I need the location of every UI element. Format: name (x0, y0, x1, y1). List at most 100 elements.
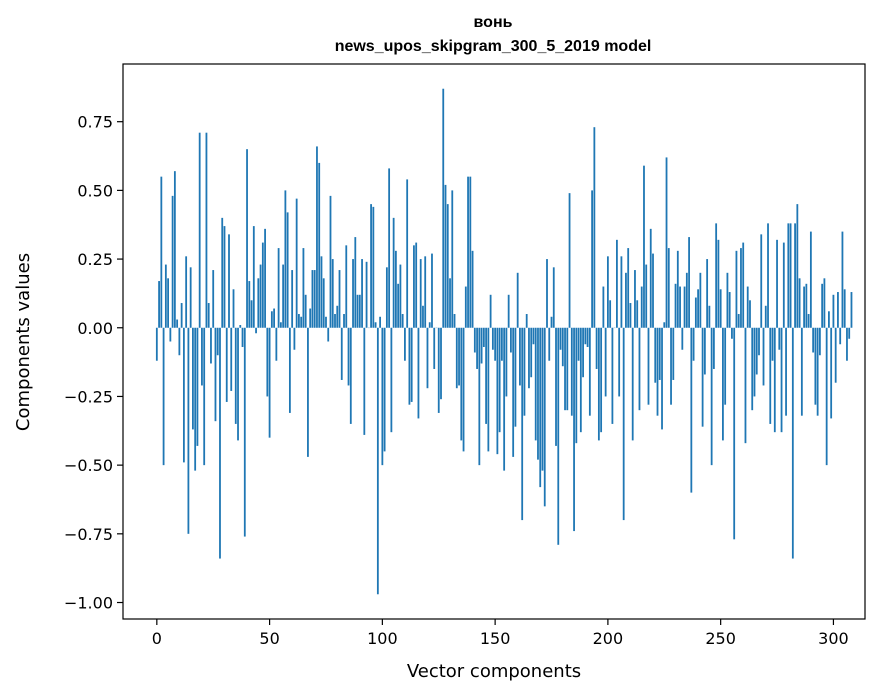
x-tick-label: 200 (593, 629, 624, 648)
bar (625, 272, 627, 328)
bar (712, 327, 715, 369)
bar (304, 294, 307, 328)
bar (828, 311, 830, 328)
bar (532, 327, 535, 345)
bar (780, 327, 783, 433)
bar (180, 303, 183, 328)
bar (800, 327, 803, 416)
bar (270, 311, 273, 328)
bar (228, 234, 230, 328)
x-tick-label: 50 (259, 629, 279, 648)
chart-title-word: вонь (474, 14, 513, 31)
bar (300, 316, 303, 328)
bar (559, 327, 562, 350)
bar (656, 327, 659, 416)
bar (239, 325, 242, 328)
bar (426, 327, 429, 389)
bar (812, 327, 815, 353)
bar (848, 327, 851, 339)
bar (392, 217, 395, 328)
bar (214, 327, 217, 422)
bar (593, 127, 596, 328)
bar (298, 314, 300, 328)
bar (219, 327, 221, 559)
bar (665, 157, 668, 328)
bar (577, 327, 580, 361)
bar (606, 256, 609, 328)
bar (187, 327, 190, 534)
bar (749, 300, 751, 328)
bar (692, 327, 695, 361)
bar (331, 259, 334, 328)
bar (837, 292, 839, 328)
bar (446, 204, 449, 328)
bar (649, 228, 652, 328)
bar (796, 204, 799, 328)
bar (823, 278, 826, 328)
bar (679, 286, 681, 328)
bar (230, 327, 233, 391)
bar (570, 327, 573, 416)
bar (652, 253, 654, 328)
bar (816, 327, 819, 416)
bar (733, 327, 736, 540)
bar (834, 327, 837, 383)
bar (309, 308, 312, 328)
bar (523, 327, 526, 416)
bar (376, 327, 379, 595)
bar (275, 327, 278, 361)
bar (216, 327, 219, 356)
bar (370, 204, 372, 328)
bar (850, 292, 853, 328)
bar (706, 259, 709, 328)
bar (185, 256, 188, 328)
bar (433, 327, 436, 369)
bar (798, 278, 801, 328)
bar (764, 305, 767, 328)
bar (762, 327, 765, 386)
bar (252, 226, 255, 328)
bar (234, 327, 237, 424)
x-tick-label: 250 (705, 629, 736, 648)
bar (286, 212, 289, 328)
bar (257, 278, 260, 328)
bar (814, 327, 817, 405)
bar (647, 327, 650, 405)
bar (482, 327, 485, 347)
bar (683, 286, 686, 328)
bar (356, 294, 359, 328)
bar (176, 319, 179, 328)
bar (622, 327, 625, 521)
bar (372, 206, 375, 328)
bar (773, 327, 776, 433)
bar (255, 327, 257, 334)
bar (406, 179, 409, 328)
bar (737, 314, 740, 328)
bar (178, 327, 181, 356)
bar (629, 303, 632, 328)
bar (471, 250, 474, 328)
x-tick-label: 150 (480, 629, 511, 648)
y-tick-label: 0.75 (77, 113, 113, 132)
bar (722, 327, 724, 441)
bar (627, 248, 630, 328)
bar (787, 223, 790, 328)
bar (510, 327, 512, 353)
bar (480, 327, 483, 364)
bar (575, 327, 578, 444)
bar (291, 270, 294, 328)
bar (462, 327, 465, 452)
chart-title-model: news_upos_skipgram_300_5_2019 model (335, 38, 652, 55)
bar (198, 132, 201, 328)
bar (771, 327, 774, 361)
bar (758, 327, 760, 356)
y-tick-label: 0.50 (77, 181, 113, 200)
bar (288, 327, 291, 413)
bar (196, 327, 199, 446)
bar (681, 327, 684, 350)
bar (658, 327, 661, 380)
bar (507, 294, 510, 328)
bar (794, 223, 796, 328)
bar (473, 327, 476, 353)
